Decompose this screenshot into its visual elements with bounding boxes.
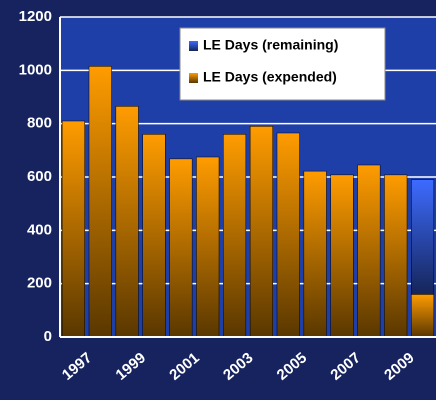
y-tick-label: 800 [27,115,52,132]
y-tick-label: 1000 [19,61,52,78]
bar [88,66,112,338]
bar [142,134,166,338]
bar [115,106,139,338]
legend-swatch [189,41,198,51]
y-tick-label: 400 [27,221,52,238]
bar [411,179,435,295]
legend-swatch [189,73,198,83]
legend-label: LE Days (expended) [203,69,337,85]
bar [223,134,247,338]
bar [61,120,85,338]
bar [303,170,327,338]
bar [169,158,193,338]
y-tick-label: 1200 [19,8,52,25]
bar [330,174,354,338]
legend-label: LE Days (remaining) [203,37,338,53]
bar [411,294,435,338]
y-tick-label: 600 [27,168,52,185]
bar [357,164,381,338]
bar [276,132,300,338]
bar [249,126,273,338]
legend-box [179,27,386,101]
y-tick-label: 0 [44,328,52,345]
bar [196,156,220,338]
legend: LE Days (remaining) LE Days (expended) [179,27,386,101]
y-tick-label: 200 [27,275,52,292]
bar [384,174,408,338]
